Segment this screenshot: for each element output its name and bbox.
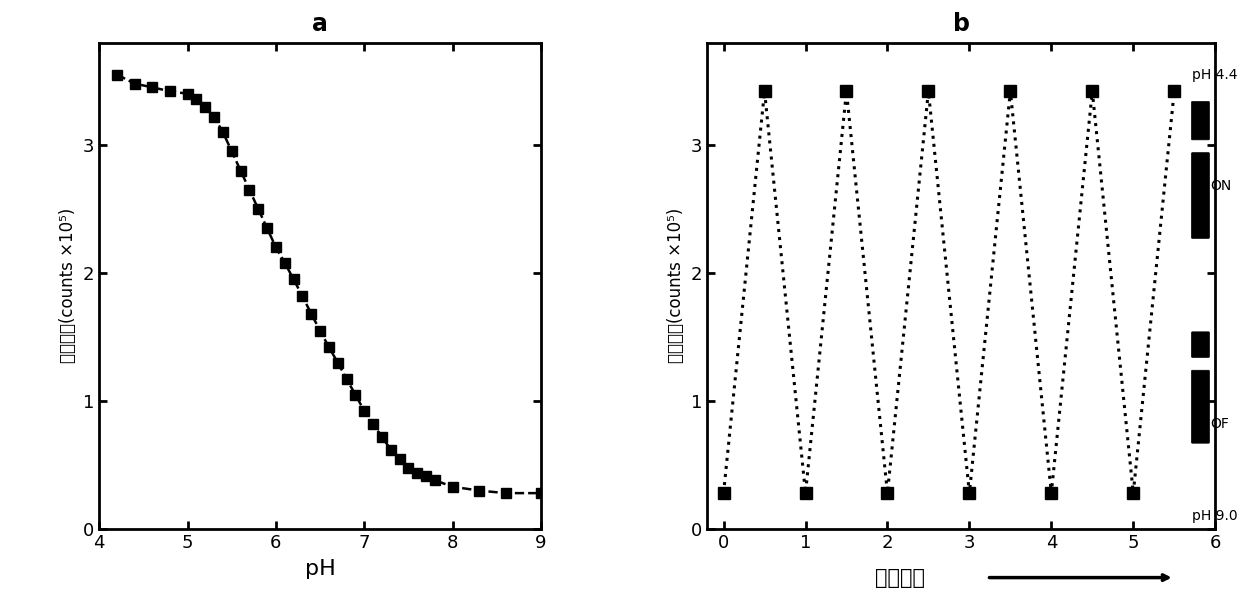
FancyBboxPatch shape: [1192, 332, 1209, 358]
Text: ON: ON: [1210, 179, 1231, 193]
FancyBboxPatch shape: [1192, 102, 1209, 140]
Title: a: a: [312, 12, 329, 36]
FancyBboxPatch shape: [1192, 370, 1209, 443]
X-axis label: pH: pH: [305, 559, 336, 579]
Text: pH 9.0: pH 9.0: [1192, 509, 1238, 523]
Y-axis label: 荧光强度(counts ×10⁵): 荧光强度(counts ×10⁵): [60, 208, 77, 364]
Text: OF: OF: [1210, 417, 1229, 431]
Text: 循环次数: 循环次数: [875, 568, 925, 587]
Y-axis label: 荧光强度(counts ×10⁵): 荧光强度(counts ×10⁵): [667, 208, 686, 364]
Text: pH 4.4: pH 4.4: [1192, 67, 1238, 81]
Title: b: b: [952, 12, 970, 36]
FancyBboxPatch shape: [1192, 153, 1209, 238]
